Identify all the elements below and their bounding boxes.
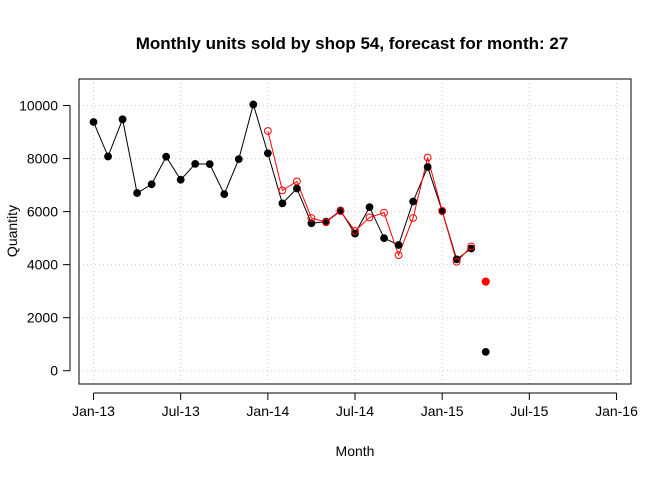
- fitted-point: [351, 227, 359, 235]
- forecast-point: [481, 277, 490, 286]
- x-axis: Jan-13 Jul-13 Jan-14 Jul-14 Jan-15 Jul-15 Jan-…: [72, 392, 638, 419]
- actual-point: [394, 241, 403, 249]
- actual-point: [147, 180, 156, 189]
- x-tick-label: Jul-13: [162, 403, 200, 419]
- actual-point: [205, 160, 214, 169]
- y-axis-label: Quantity: [4, 205, 20, 257]
- y-axis: 0 2000 4000 6000 8000 10000: [19, 98, 71, 379]
- fitted-point: [409, 214, 418, 222]
- x-tick-label: Jul-14: [336, 403, 374, 419]
- x-tick-label: Jan-16: [595, 403, 638, 419]
- y-tick-label: 6000: [27, 204, 58, 220]
- y-tick-label: 8000: [27, 151, 58, 167]
- actual-point: [249, 100, 258, 109]
- fitted-point: [365, 213, 374, 222]
- actual-point: [133, 189, 142, 197]
- actual-point: [263, 149, 272, 158]
- x-axis-label: Month: [336, 443, 375, 459]
- y-tick-label: 2000: [27, 310, 58, 326]
- fitted-point: [467, 242, 476, 251]
- actual-point: [452, 255, 461, 264]
- chart-title: Monthly units sold by shop 54, forecast …: [136, 34, 569, 53]
- x-tick-label: Jan-13: [72, 403, 115, 419]
- fitted-point: [438, 206, 447, 215]
- actual-point: [307, 219, 316, 228]
- fitted-point: [394, 251, 403, 260]
- fitted-point: [263, 127, 272, 135]
- actual-point: [162, 152, 171, 161]
- y-tick-label: 4000: [27, 257, 58, 273]
- x-tick-label: Jul-15: [510, 403, 548, 419]
- actual-point: [380, 234, 388, 243]
- y-tick-label: 10000: [19, 98, 58, 114]
- fitted-point: [336, 207, 345, 215]
- actual-point: [409, 197, 418, 206]
- actual-point: [220, 190, 229, 199]
- actual-point: [104, 152, 112, 161]
- fitted-point: [452, 257, 461, 266]
- actual-point: [351, 229, 359, 238]
- actual-point: [191, 159, 200, 168]
- actual-point: [89, 118, 98, 126]
- actual-point: [234, 155, 243, 163]
- plot-frame: [78, 78, 632, 385]
- y-tick-label: 0: [50, 363, 58, 379]
- fitted-point: [423, 153, 432, 162]
- actual-point: [423, 163, 432, 171]
- series-layer: [89, 100, 490, 356]
- actual-point: [118, 115, 127, 124]
- actual-point: [292, 184, 301, 193]
- fitted-point: [380, 208, 388, 217]
- fitted-series-line: [267, 130, 472, 263]
- actual-point: [467, 244, 476, 253]
- actual-point: [176, 175, 185, 184]
- fitted-point: [322, 218, 330, 227]
- fitted-point: [292, 177, 301, 186]
- actual-point: [365, 203, 374, 212]
- actual-point: [481, 348, 490, 356]
- fitted-point: [278, 186, 287, 195]
- x-tick-label: Jan-15: [421, 403, 464, 419]
- x-tick-label: Jan-14: [246, 403, 289, 419]
- fitted-point: [307, 214, 316, 222]
- actual-point: [278, 199, 287, 208]
